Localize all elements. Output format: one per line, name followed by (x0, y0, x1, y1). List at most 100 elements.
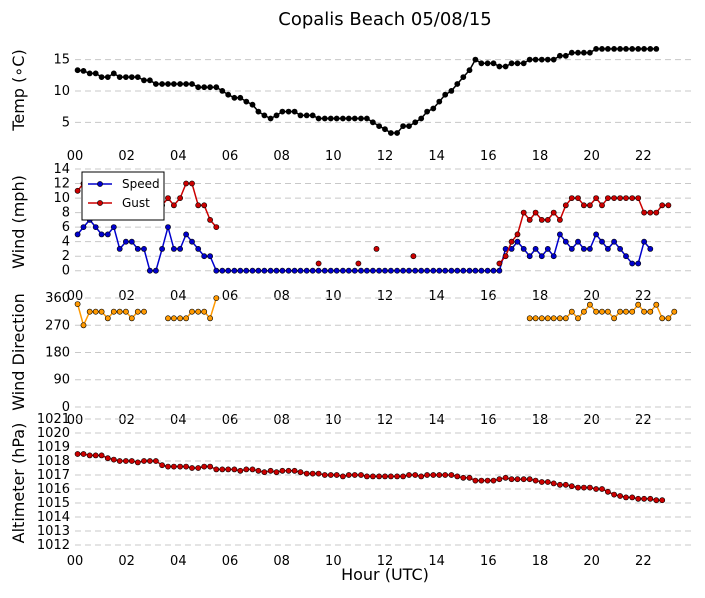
x-tick-label: 20 (583, 554, 600, 569)
y-axis-label: Wind (mph) (9, 175, 28, 269)
legend: Speed Gust (81, 171, 165, 221)
x-tick-label: 04 (170, 149, 187, 164)
y-tick-label: 1020 (37, 426, 70, 441)
x-tick-label: 20 (583, 289, 600, 304)
series-1-point (369, 473, 376, 480)
series-1-point (189, 465, 195, 471)
series-1-point (152, 458, 159, 464)
gust-point (177, 195, 183, 201)
speed-point (152, 267, 159, 274)
speed-point (80, 224, 87, 230)
speed-point (599, 238, 605, 245)
speed-point (159, 245, 165, 252)
series-1-point (225, 466, 232, 473)
series-1-point (255, 108, 262, 115)
series-1-point (369, 119, 376, 126)
x-tick-label: 06 (222, 554, 239, 569)
speed-point (436, 267, 443, 274)
speed-point (532, 245, 539, 252)
series-1-point (605, 46, 611, 52)
series-1-point (80, 322, 87, 329)
speed-point (369, 267, 376, 274)
series-1-point (562, 315, 569, 322)
series-1-point (92, 452, 99, 459)
series-1-point (641, 46, 647, 52)
series-1-point (170, 315, 177, 322)
speed-point (412, 267, 419, 274)
x-tick-label: 06 (222, 413, 239, 428)
series-1-point (177, 81, 183, 87)
series-1-point (303, 470, 310, 477)
speed-point (376, 267, 382, 274)
series-1-point (116, 74, 123, 80)
gust-point (641, 209, 647, 216)
speed-point (394, 267, 400, 274)
speed-point (478, 267, 485, 274)
series-1-point (593, 486, 599, 492)
series-1-point (309, 112, 316, 119)
series-1-point (309, 470, 316, 477)
series-1-point (575, 315, 581, 322)
series-1-point (315, 115, 322, 122)
gust-point (74, 187, 81, 194)
speed-point (243, 267, 250, 274)
series-1-point (472, 56, 479, 63)
series-1-point (599, 486, 605, 492)
gust-point (514, 231, 521, 238)
series-1-point (496, 63, 503, 70)
x-tick-label: 10 (325, 554, 342, 569)
y-tick-label: 1012 (37, 538, 70, 553)
gust-point (315, 260, 322, 267)
series-1-point (134, 459, 141, 466)
speed-point (267, 267, 274, 274)
y-tick-label: 360 (45, 291, 70, 306)
speed-point (557, 231, 563, 238)
speed-point (358, 267, 364, 274)
series-1-point (345, 472, 352, 478)
series-1-point (74, 301, 81, 307)
speed-point (605, 245, 611, 252)
series-1-point (406, 123, 412, 129)
series-1-point (611, 491, 617, 498)
series-1-point (514, 476, 521, 483)
y-tick-label: 10 (53, 191, 70, 206)
series-1-point (653, 497, 660, 504)
series-1-point (321, 115, 328, 122)
series-1-point (291, 467, 298, 474)
y-tick-label: 1021 (37, 412, 70, 427)
x-tick-label: 12 (377, 149, 394, 164)
series-1-point (285, 108, 292, 115)
series-1-point (267, 467, 274, 474)
series-1-point (557, 481, 563, 488)
series-1-point (201, 308, 208, 315)
gust-point (557, 216, 563, 223)
series-1-point (123, 308, 129, 315)
x-tick-label: 20 (583, 149, 600, 164)
series-1-point (104, 455, 111, 462)
series-1-point (315, 470, 322, 477)
series-1-point (382, 126, 388, 133)
speed-point (201, 253, 208, 260)
x-tick-label: 16 (480, 289, 497, 304)
series-1-point (146, 458, 153, 464)
speed-point (333, 267, 340, 274)
series-1-point (255, 467, 262, 474)
series-1-point (170, 81, 177, 87)
speed-point (213, 267, 220, 274)
series-1-point (671, 308, 678, 315)
speed-point (460, 267, 467, 274)
series-1-point (285, 467, 292, 474)
x-axis-label: Hour (UTC) (341, 565, 429, 584)
gust-point (538, 216, 545, 223)
x-tick-label: 08 (273, 413, 290, 428)
series-1-point (484, 477, 491, 484)
series-1-point (394, 473, 400, 480)
series-1-point (213, 84, 220, 91)
series-1-point (635, 301, 642, 308)
panel-4: 1012101310141015101610171018101910201021… (9, 412, 695, 569)
speed-point (261, 267, 268, 274)
x-tick-label: 14 (428, 289, 445, 304)
series-1-point (207, 463, 213, 470)
series-1-point (424, 108, 430, 115)
